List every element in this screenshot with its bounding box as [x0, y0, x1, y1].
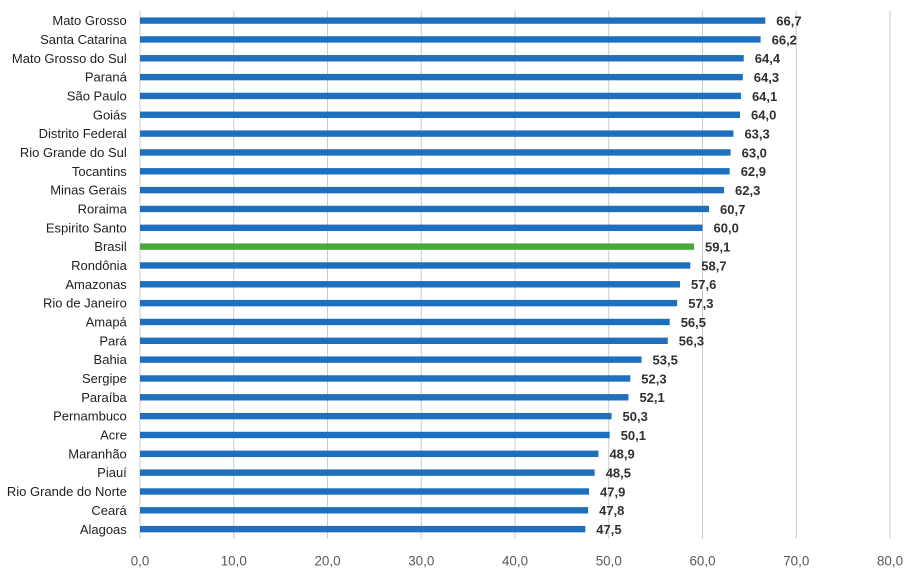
svg-text:59,1: 59,1: [705, 240, 730, 255]
svg-text:58,7: 58,7: [701, 258, 726, 273]
svg-text:50,3: 50,3: [623, 409, 648, 424]
svg-text:Mato Grosso do Sul: Mato Grosso do Sul: [12, 51, 127, 66]
svg-text:São Paulo: São Paulo: [67, 89, 127, 104]
svg-text:48,5: 48,5: [606, 466, 631, 481]
svg-text:Maranhão: Maranhão: [68, 446, 127, 461]
svg-text:Pernambuco: Pernambuco: [53, 409, 127, 424]
svg-text:60,0: 60,0: [689, 553, 715, 568]
svg-text:47,9: 47,9: [600, 484, 625, 499]
svg-text:Santa Catarina: Santa Catarina: [40, 32, 127, 47]
svg-text:70,0: 70,0: [783, 553, 809, 568]
svg-text:56,5: 56,5: [681, 315, 706, 330]
svg-text:64,0: 64,0: [751, 108, 776, 123]
svg-text:63,3: 63,3: [744, 127, 769, 142]
svg-text:0,0: 0,0: [131, 553, 150, 568]
svg-text:53,5: 53,5: [653, 353, 678, 368]
svg-text:Brasil: Brasil: [94, 239, 127, 254]
svg-text:60,0: 60,0: [714, 221, 739, 236]
svg-text:Amazonas: Amazonas: [65, 277, 127, 292]
svg-text:Goiás: Goiás: [93, 107, 127, 122]
svg-text:Sergipe: Sergipe: [82, 371, 127, 386]
svg-text:Roraima: Roraima: [78, 202, 128, 217]
svg-text:57,3: 57,3: [688, 296, 713, 311]
svg-text:Ceará: Ceará: [91, 503, 127, 518]
svg-text:56,3: 56,3: [679, 334, 704, 349]
svg-text:20,0: 20,0: [314, 553, 340, 568]
svg-text:64,1: 64,1: [752, 89, 777, 104]
svg-text:60,7: 60,7: [720, 202, 745, 217]
svg-text:Paraíba: Paraíba: [81, 390, 127, 405]
svg-text:Espirito Santo: Espirito Santo: [46, 220, 127, 235]
svg-text:64,4: 64,4: [755, 51, 781, 66]
svg-text:Distrito Federal: Distrito Federal: [39, 126, 127, 141]
svg-text:Rio Grande do Sul: Rio Grande do Sul: [20, 145, 127, 160]
svg-text:47,5: 47,5: [596, 522, 621, 537]
svg-text:52,1: 52,1: [639, 390, 664, 405]
svg-text:63,0: 63,0: [742, 145, 767, 160]
svg-text:Paraná: Paraná: [85, 70, 128, 85]
svg-text:Bahia: Bahia: [94, 352, 128, 367]
svg-text:66,7: 66,7: [776, 14, 801, 29]
svg-text:50,1: 50,1: [621, 428, 646, 443]
svg-text:Alagoas: Alagoas: [80, 522, 127, 537]
svg-text:62,9: 62,9: [741, 164, 766, 179]
svg-text:66,2: 66,2: [772, 32, 797, 47]
svg-text:47,8: 47,8: [599, 503, 624, 518]
svg-text:48,9: 48,9: [609, 447, 634, 462]
svg-text:52,3: 52,3: [641, 371, 666, 386]
svg-text:Minas Gerais: Minas Gerais: [50, 183, 127, 198]
svg-text:Amapá: Amapá: [86, 315, 128, 330]
svg-text:62,3: 62,3: [735, 183, 760, 198]
svg-text:Rondônia: Rondônia: [71, 258, 127, 273]
svg-text:57,6: 57,6: [691, 277, 716, 292]
svg-text:30,0: 30,0: [408, 553, 434, 568]
svg-text:Pará: Pará: [99, 333, 127, 348]
svg-text:Tocantins: Tocantins: [72, 164, 127, 179]
svg-text:64,3: 64,3: [754, 70, 779, 85]
svg-text:80,0: 80,0: [877, 553, 903, 568]
svg-text:Mato Grosso: Mato Grosso: [52, 13, 126, 28]
svg-text:Piauí: Piauí: [97, 465, 127, 480]
svg-text:Rio Grande do Norte: Rio Grande do Norte: [7, 484, 127, 499]
svg-text:10,0: 10,0: [221, 553, 247, 568]
svg-text:Rio de Janeiro: Rio de Janeiro: [43, 296, 127, 311]
svg-text:50,0: 50,0: [596, 553, 622, 568]
svg-text:Acre: Acre: [100, 428, 127, 443]
svg-text:40,0: 40,0: [502, 553, 528, 568]
